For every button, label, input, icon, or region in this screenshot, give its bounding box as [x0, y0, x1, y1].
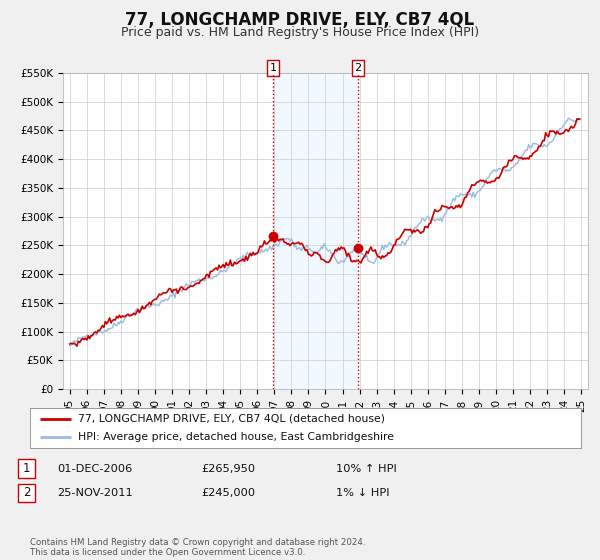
Text: 1: 1 [23, 462, 30, 475]
Text: 2: 2 [355, 63, 361, 73]
Text: 1% ↓ HPI: 1% ↓ HPI [336, 488, 389, 498]
Text: £265,950: £265,950 [201, 464, 255, 474]
Text: 77, LONGCHAMP DRIVE, ELY, CB7 4QL (detached house): 77, LONGCHAMP DRIVE, ELY, CB7 4QL (detac… [79, 414, 385, 423]
Text: 1: 1 [269, 63, 277, 73]
Text: 25-NOV-2011: 25-NOV-2011 [57, 488, 133, 498]
Text: 77, LONGCHAMP DRIVE, ELY, CB7 4QL: 77, LONGCHAMP DRIVE, ELY, CB7 4QL [125, 11, 475, 29]
Text: 2: 2 [23, 486, 30, 500]
Text: HPI: Average price, detached house, East Cambridgeshire: HPI: Average price, detached house, East… [79, 432, 394, 442]
Text: 10% ↑ HPI: 10% ↑ HPI [336, 464, 397, 474]
Text: £245,000: £245,000 [201, 488, 255, 498]
Text: Contains HM Land Registry data © Crown copyright and database right 2024.
This d: Contains HM Land Registry data © Crown c… [30, 538, 365, 557]
Bar [273, 73, 358, 389]
Text: Price paid vs. HM Land Registry's House Price Index (HPI): Price paid vs. HM Land Registry's House … [121, 26, 479, 39]
Text: 01-DEC-2006: 01-DEC-2006 [57, 464, 132, 474]
